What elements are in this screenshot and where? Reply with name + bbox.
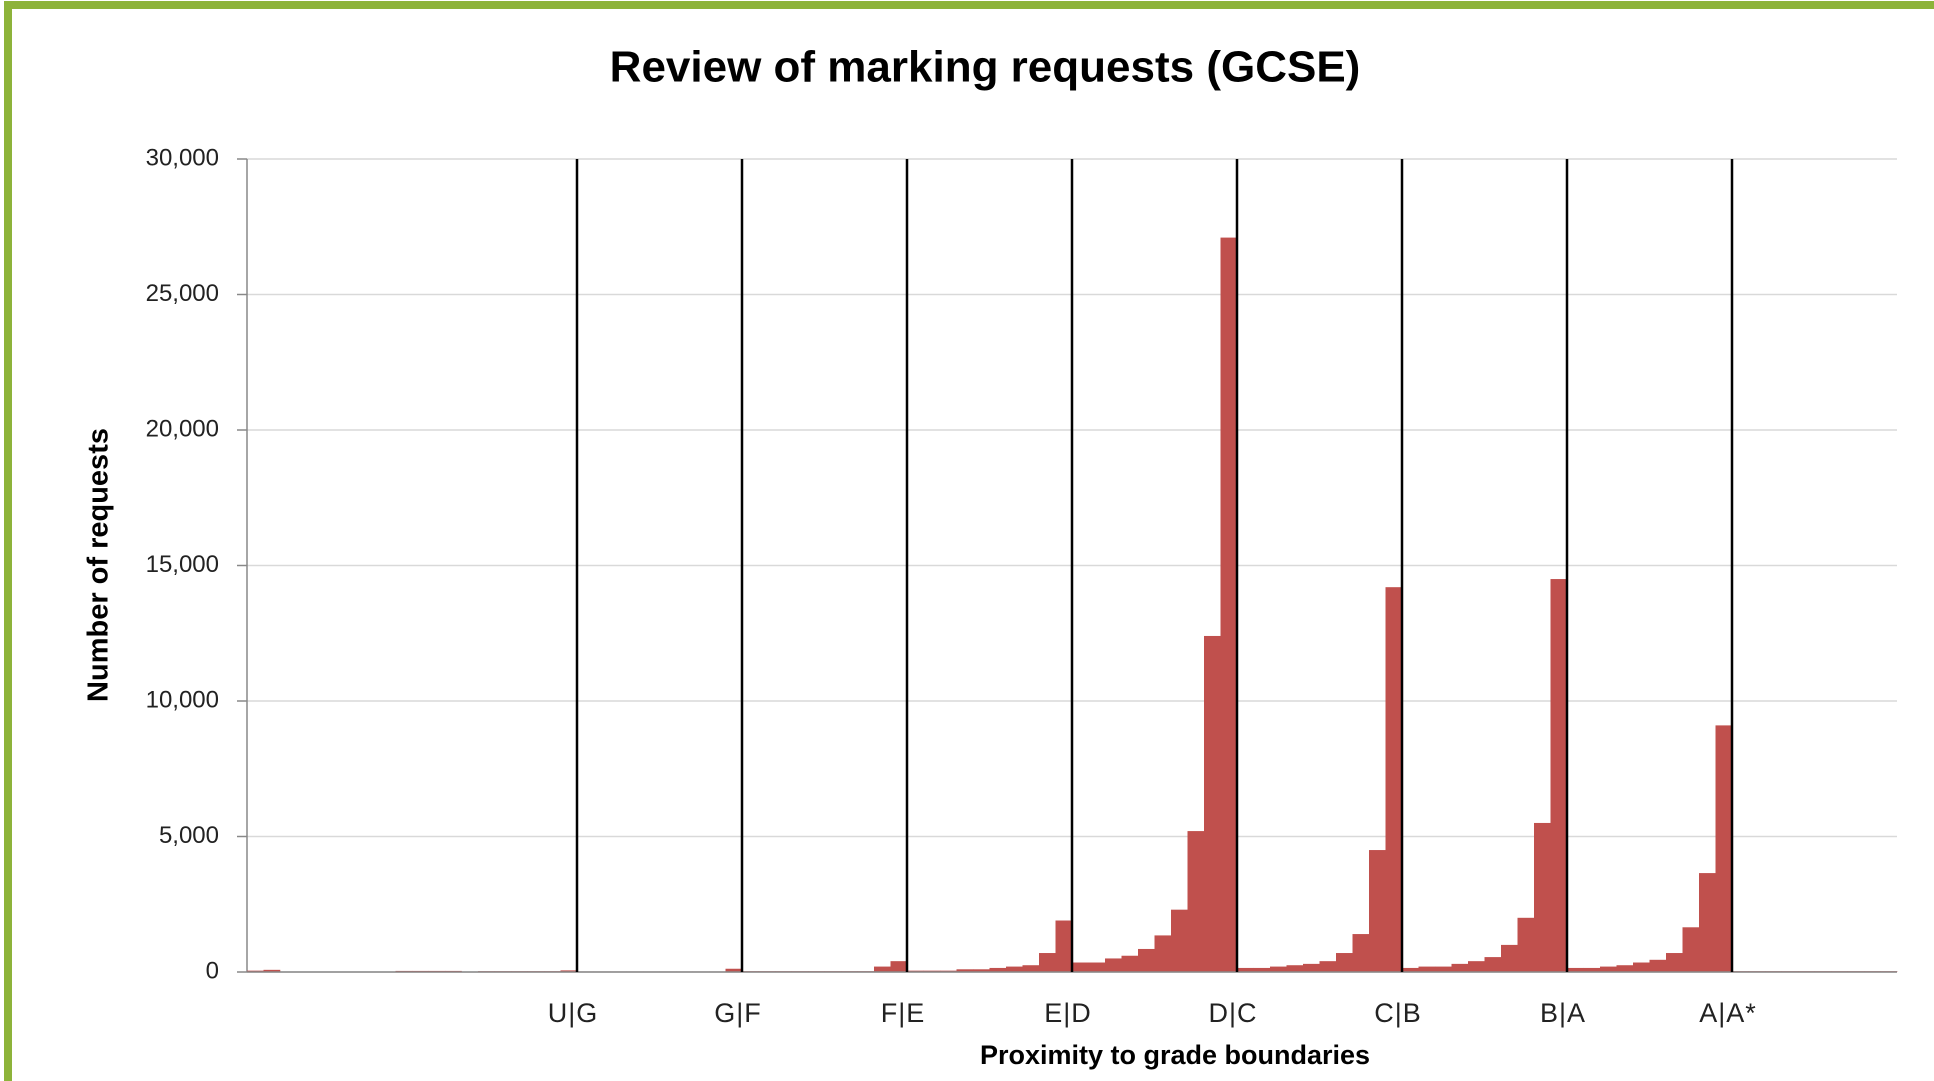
x-axis-title: Proximity to grade boundaries bbox=[980, 1040, 1370, 1070]
bar bbox=[1682, 927, 1700, 972]
y-tick-label: 25,000 bbox=[146, 280, 219, 307]
y-axis-title: Number of requests bbox=[83, 428, 115, 702]
bar bbox=[1699, 873, 1716, 972]
boundary-label: A|A* bbox=[1699, 998, 1757, 1028]
bar bbox=[1138, 948, 1155, 972]
boundary-label: F|E bbox=[881, 998, 926, 1028]
bar bbox=[1088, 962, 1106, 972]
bar bbox=[1072, 962, 1089, 972]
bar bbox=[890, 961, 908, 972]
bar bbox=[1022, 965, 1040, 972]
bar bbox=[1385, 587, 1403, 972]
bar bbox=[1550, 579, 1568, 972]
boundary-label: U|G bbox=[548, 998, 599, 1028]
bar bbox=[1187, 831, 1205, 972]
bar bbox=[1600, 966, 1617, 972]
bar bbox=[1204, 635, 1221, 972]
bar bbox=[1039, 953, 1056, 972]
bar bbox=[1468, 961, 1485, 972]
bar bbox=[1517, 917, 1535, 972]
bar bbox=[1369, 850, 1386, 972]
bar bbox=[560, 970, 578, 972]
bar bbox=[1567, 967, 1584, 972]
bar bbox=[1451, 963, 1469, 972]
bar bbox=[1237, 967, 1254, 972]
bar bbox=[1501, 944, 1518, 972]
chart-title: Review of marking requests (GCSE) bbox=[610, 43, 1361, 92]
bar bbox=[956, 969, 974, 972]
bar bbox=[1303, 963, 1320, 972]
bar bbox=[1435, 966, 1452, 972]
bar bbox=[1055, 920, 1073, 972]
bar bbox=[973, 969, 990, 972]
y-tick-label: 15,000 bbox=[146, 551, 219, 578]
bar bbox=[1715, 725, 1733, 972]
y-tick-label: 5,000 bbox=[159, 822, 219, 849]
bar bbox=[1534, 822, 1551, 972]
frame bbox=[4, 1, 1934, 1081]
bar bbox=[1484, 957, 1502, 972]
bar bbox=[725, 968, 743, 972]
boundary-label: G|F bbox=[714, 998, 762, 1028]
boundary-label: D|C bbox=[1208, 998, 1257, 1028]
boundary-label: B|A bbox=[1540, 998, 1586, 1028]
y-tick-label: 20,000 bbox=[146, 415, 219, 442]
bar bbox=[1270, 966, 1287, 972]
bar bbox=[874, 966, 891, 972]
bar bbox=[1105, 958, 1122, 972]
bar bbox=[1286, 965, 1304, 972]
bar bbox=[263, 969, 281, 972]
bar bbox=[1220, 237, 1238, 973]
bar bbox=[1154, 935, 1172, 972]
boundary-label: E|D bbox=[1044, 998, 1092, 1028]
bar bbox=[1171, 909, 1188, 972]
y-tick-label: 0 bbox=[206, 957, 219, 984]
bar bbox=[1336, 953, 1353, 972]
bar bbox=[1352, 934, 1370, 972]
bar bbox=[1616, 965, 1634, 972]
y-tick-label: 10,000 bbox=[146, 686, 219, 713]
y-tick-label: 30,000 bbox=[146, 144, 219, 171]
bar bbox=[989, 967, 1007, 972]
bar bbox=[1319, 961, 1337, 972]
bar bbox=[1649, 959, 1667, 972]
bar bbox=[1583, 967, 1601, 972]
bar bbox=[1253, 967, 1271, 972]
boundary-label: C|B bbox=[1374, 998, 1422, 1028]
bar bbox=[1402, 967, 1419, 972]
bar bbox=[1006, 966, 1023, 972]
bar bbox=[1633, 962, 1650, 972]
bar bbox=[1418, 966, 1436, 972]
bar bbox=[1121, 955, 1139, 972]
bar bbox=[1666, 953, 1683, 972]
